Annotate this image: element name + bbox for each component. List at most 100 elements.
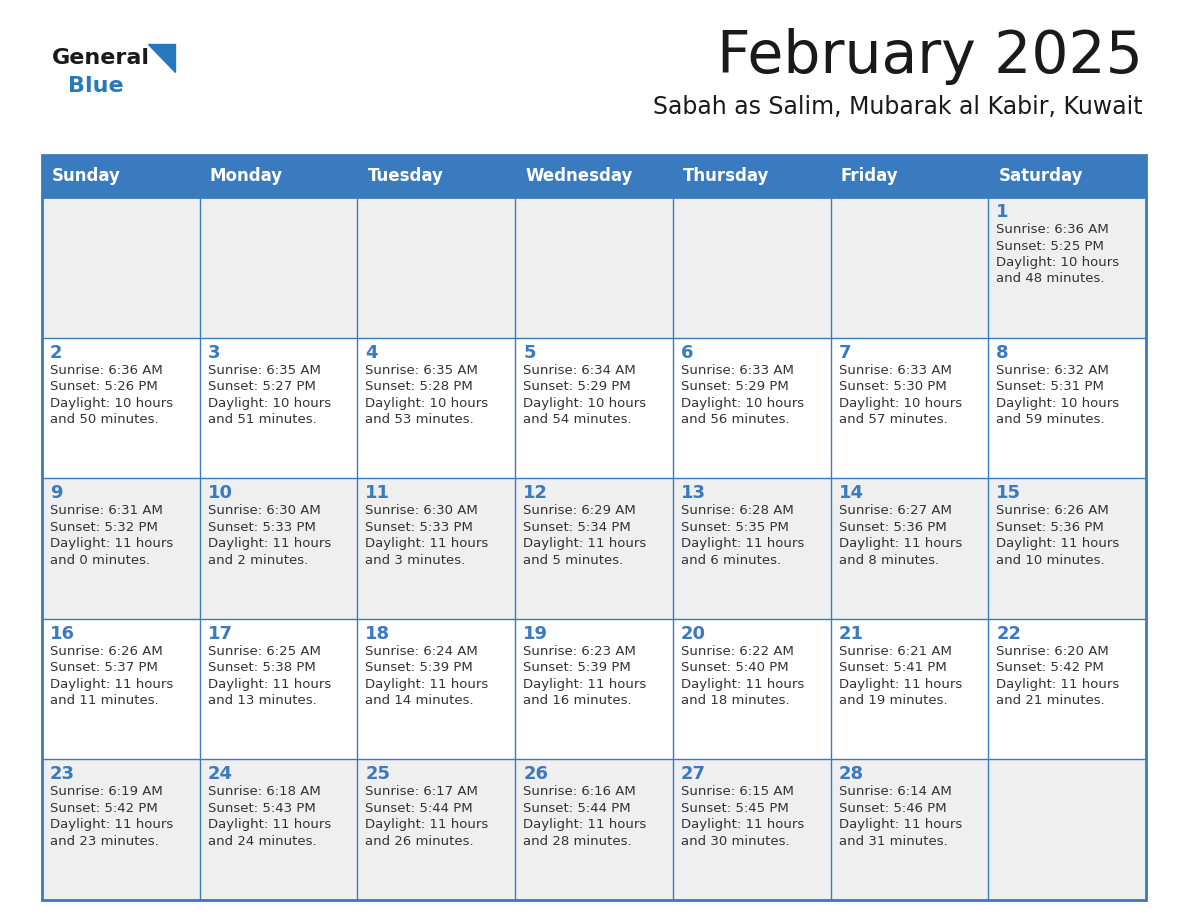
Text: 28: 28 [839, 766, 864, 783]
Text: 13: 13 [681, 484, 706, 502]
Text: Sunset: 5:39 PM: Sunset: 5:39 PM [523, 661, 631, 675]
Text: Daylight: 11 hours: Daylight: 11 hours [523, 677, 646, 691]
Bar [672, 478, 830, 619]
Text: 14: 14 [839, 484, 864, 502]
Text: and 5 minutes.: and 5 minutes. [523, 554, 624, 566]
Text: and 31 minutes.: and 31 minutes. [839, 834, 947, 848]
Text: Daylight: 11 hours: Daylight: 11 hours [681, 677, 804, 691]
Text: Sunrise: 6:21 AM: Sunrise: 6:21 AM [839, 644, 952, 658]
Text: 26: 26 [523, 766, 548, 783]
Text: Sunrise: 6:33 AM: Sunrise: 6:33 AM [839, 364, 952, 376]
Text: Daylight: 10 hours: Daylight: 10 hours [997, 256, 1119, 269]
Text: 19: 19 [523, 625, 548, 643]
Bar [672, 155, 830, 197]
Text: Sunset: 5:41 PM: Sunset: 5:41 PM [839, 661, 947, 675]
Text: 25: 25 [366, 766, 391, 783]
Text: Sunset: 5:44 PM: Sunset: 5:44 PM [366, 802, 473, 815]
Text: Sunrise: 6:31 AM: Sunrise: 6:31 AM [50, 504, 163, 517]
Text: Daylight: 11 hours: Daylight: 11 hours [839, 819, 962, 832]
Text: and 23 minutes.: and 23 minutes. [50, 834, 159, 848]
Text: Sunset: 5:28 PM: Sunset: 5:28 PM [366, 380, 473, 393]
Bar [516, 619, 672, 759]
Text: and 11 minutes.: and 11 minutes. [50, 694, 159, 707]
Text: Sunrise: 6:33 AM: Sunrise: 6:33 AM [681, 364, 794, 376]
Text: and 19 minutes.: and 19 minutes. [839, 694, 947, 707]
Text: 17: 17 [208, 625, 233, 643]
Text: Daylight: 11 hours: Daylight: 11 hours [997, 677, 1119, 691]
Bar [200, 155, 358, 197]
Text: Daylight: 11 hours: Daylight: 11 hours [366, 537, 488, 550]
Text: Daylight: 10 hours: Daylight: 10 hours [681, 397, 804, 409]
Text: 22: 22 [997, 625, 1022, 643]
Text: and 21 minutes.: and 21 minutes. [997, 694, 1105, 707]
Bar [516, 478, 672, 619]
Text: Tuesday: Tuesday [367, 167, 443, 185]
Text: Sunset: 5:37 PM: Sunset: 5:37 PM [50, 661, 158, 675]
Bar [830, 478, 988, 619]
Bar [200, 759, 358, 900]
Text: 4: 4 [366, 343, 378, 362]
Bar [830, 155, 988, 197]
Bar [42, 197, 200, 338]
Text: Daylight: 11 hours: Daylight: 11 hours [208, 819, 331, 832]
Bar [42, 478, 200, 619]
Text: and 48 minutes.: and 48 minutes. [997, 273, 1105, 285]
Text: 7: 7 [839, 343, 851, 362]
Text: Daylight: 11 hours: Daylight: 11 hours [208, 537, 331, 550]
Text: Daylight: 10 hours: Daylight: 10 hours [208, 397, 330, 409]
Text: Sunrise: 6:35 AM: Sunrise: 6:35 AM [208, 364, 321, 376]
Text: and 3 minutes.: and 3 minutes. [366, 554, 466, 566]
Text: Sunset: 5:34 PM: Sunset: 5:34 PM [523, 521, 631, 533]
Text: and 16 minutes.: and 16 minutes. [523, 694, 632, 707]
Bar [988, 197, 1146, 338]
Text: Sunrise: 6:30 AM: Sunrise: 6:30 AM [366, 504, 479, 517]
Text: and 24 minutes.: and 24 minutes. [208, 834, 316, 848]
Text: Daylight: 11 hours: Daylight: 11 hours [681, 819, 804, 832]
Text: Sunset: 5:38 PM: Sunset: 5:38 PM [208, 661, 316, 675]
Text: Sunrise: 6:16 AM: Sunrise: 6:16 AM [523, 786, 636, 799]
Bar [42, 155, 200, 197]
Text: 10: 10 [208, 484, 233, 502]
Text: Sunrise: 6:26 AM: Sunrise: 6:26 AM [50, 644, 163, 658]
Text: Sabah as Salim, Mubarak al Kabir, Kuwait: Sabah as Salim, Mubarak al Kabir, Kuwait [653, 95, 1143, 119]
Text: and 54 minutes.: and 54 minutes. [523, 413, 632, 426]
Text: Sunset: 5:39 PM: Sunset: 5:39 PM [366, 661, 473, 675]
Text: Sunset: 5:33 PM: Sunset: 5:33 PM [208, 521, 316, 533]
Text: 1: 1 [997, 203, 1009, 221]
Text: and 28 minutes.: and 28 minutes. [523, 834, 632, 848]
Text: and 57 minutes.: and 57 minutes. [839, 413, 947, 426]
Text: and 14 minutes.: and 14 minutes. [366, 694, 474, 707]
Bar [42, 338, 200, 478]
Text: and 51 minutes.: and 51 minutes. [208, 413, 316, 426]
Text: Daylight: 10 hours: Daylight: 10 hours [366, 397, 488, 409]
Bar [358, 338, 516, 478]
Text: Sunset: 5:43 PM: Sunset: 5:43 PM [208, 802, 316, 815]
Text: and 56 minutes.: and 56 minutes. [681, 413, 790, 426]
Bar [42, 619, 200, 759]
Text: 11: 11 [366, 484, 391, 502]
Text: Sunrise: 6:20 AM: Sunrise: 6:20 AM [997, 644, 1110, 658]
Bar [830, 619, 988, 759]
Text: and 26 minutes.: and 26 minutes. [366, 834, 474, 848]
Text: Daylight: 11 hours: Daylight: 11 hours [523, 819, 646, 832]
Text: Sunset: 5:27 PM: Sunset: 5:27 PM [208, 380, 316, 393]
Text: 23: 23 [50, 766, 75, 783]
Bar [200, 619, 358, 759]
Bar [830, 759, 988, 900]
Bar [358, 155, 516, 197]
Text: Sunrise: 6:24 AM: Sunrise: 6:24 AM [366, 644, 479, 658]
Bar [200, 197, 358, 338]
Text: 3: 3 [208, 343, 220, 362]
Bar [516, 338, 672, 478]
Text: and 59 minutes.: and 59 minutes. [997, 413, 1105, 426]
Text: Daylight: 11 hours: Daylight: 11 hours [50, 677, 173, 691]
Bar [200, 338, 358, 478]
Text: Sunrise: 6:15 AM: Sunrise: 6:15 AM [681, 786, 794, 799]
Text: 21: 21 [839, 625, 864, 643]
Bar [516, 155, 672, 197]
Text: Sunset: 5:42 PM: Sunset: 5:42 PM [50, 802, 158, 815]
Bar [988, 338, 1146, 478]
Text: Daylight: 11 hours: Daylight: 11 hours [839, 537, 962, 550]
Bar [42, 759, 200, 900]
Text: Sunrise: 6:34 AM: Sunrise: 6:34 AM [523, 364, 636, 376]
